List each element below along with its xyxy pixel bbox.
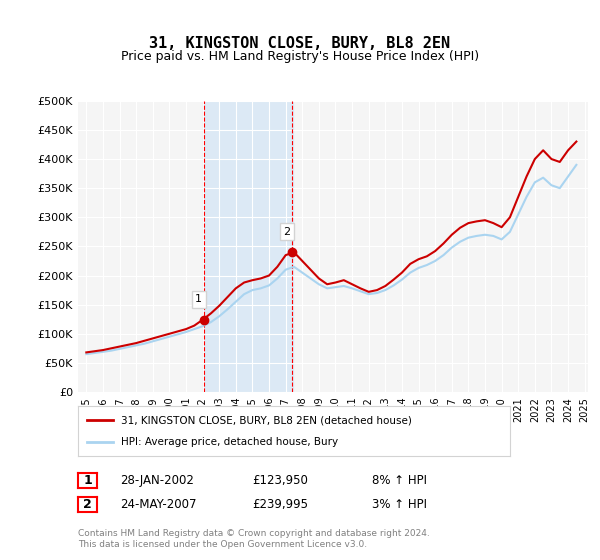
Text: £123,950: £123,950 [252,474,308,487]
Text: 1: 1 [195,295,202,304]
Bar [204,101,292,392]
Text: Contains HM Land Registry data © Crown copyright and database right 2024.
This d: Contains HM Land Registry data © Crown c… [78,529,430,549]
Text: 8% ↑ HPI: 8% ↑ HPI [372,474,427,487]
Text: 2: 2 [83,498,92,511]
Bar [203,101,293,392]
Text: 1: 1 [83,474,92,487]
Text: 31, KINGSTON CLOSE, BURY, BL8 2EN: 31, KINGSTON CLOSE, BURY, BL8 2EN [149,36,451,52]
Text: 24-MAY-2007: 24-MAY-2007 [120,498,197,511]
Text: HPI: Average price, detached house, Bury: HPI: Average price, detached house, Bury [121,437,338,447]
Text: Price paid vs. HM Land Registry's House Price Index (HPI): Price paid vs. HM Land Registry's House … [121,50,479,63]
Text: 31, KINGSTON CLOSE, BURY, BL8 2EN (detached house): 31, KINGSTON CLOSE, BURY, BL8 2EN (detac… [121,415,412,425]
Text: 3% ↑ HPI: 3% ↑ HPI [372,498,427,511]
Text: £239,995: £239,995 [252,498,308,511]
Text: 28-JAN-2002: 28-JAN-2002 [120,474,194,487]
Text: 2: 2 [284,227,291,237]
